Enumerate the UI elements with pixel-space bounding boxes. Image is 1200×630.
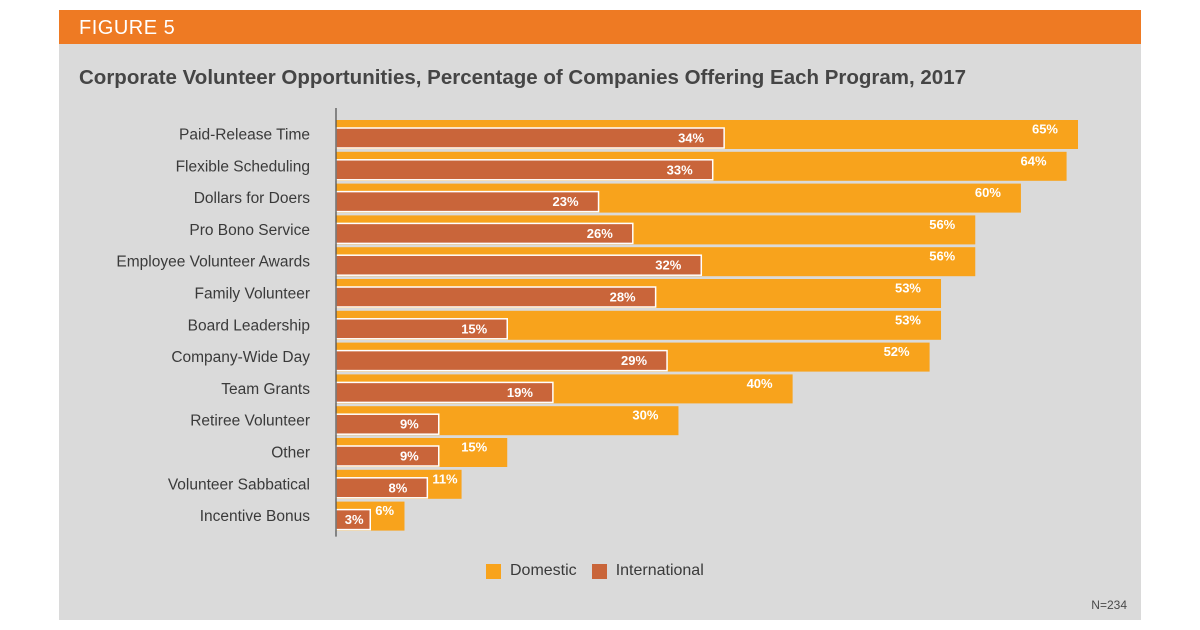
legend-item-international: International [591, 562, 704, 580]
value-label-international-flexible-scheduling: 33% [667, 162, 693, 177]
category-label-team-grants: Team Grants [221, 381, 310, 398]
chart-legend: Domestic International [486, 560, 709, 582]
bar-chart: Paid-Release Time 65% 34% Flexible Scheduli… [116, 108, 1078, 537]
value-label-international-dollars-for-doers: 23% [553, 194, 579, 209]
value-label-international-other: 9% [400, 449, 419, 464]
category-label-volunteer-sabbatical: Volunteer Sabbatical [168, 476, 310, 493]
value-label-domestic-retiree-volunteer: 30% [632, 408, 658, 423]
value-label-domestic-company-wide-day: 52% [884, 344, 910, 359]
figure-label: FIGURE 5 [79, 17, 176, 39]
bar-international-flexible-scheduling [335, 159, 714, 181]
bar-international-family-volunteer [335, 286, 657, 308]
sample-size-note: N=234 [1091, 598, 1127, 612]
value-label-domestic-incentive-bonus: 6% [375, 503, 394, 518]
category-label-other: Other [271, 445, 310, 462]
value-label-international-pro-bono-service: 26% [587, 226, 613, 241]
value-label-domestic-board-leadership: 53% [895, 312, 921, 327]
bar-international-volunteer-sabbatical [335, 477, 429, 499]
value-label-international-company-wide-day: 29% [621, 353, 647, 368]
value-label-domestic-pro-bono-service: 56% [929, 217, 955, 232]
bar-international-employee-volunteer-awards [335, 254, 703, 276]
legend-swatch-domestic [486, 563, 501, 579]
category-label-paid-release-time: Paid-Release Time [179, 127, 310, 144]
value-label-domestic-paid-release-time: 65% [1032, 122, 1058, 137]
figure-panel: FIGURE 5 Corporate Volunteer Opportuniti… [59, 10, 1141, 620]
value-label-domestic-other: 15% [461, 440, 487, 455]
category-label-flexible-scheduling: Flexible Scheduling [176, 158, 310, 175]
value-label-domestic-family-volunteer: 53% [895, 281, 921, 296]
value-label-international-volunteer-sabbatical: 8% [389, 480, 408, 495]
value-label-international-paid-release-time: 34% [678, 131, 704, 146]
legend-item-domestic: Domestic [486, 562, 577, 580]
bar-international-other [335, 445, 440, 467]
category-label-retiree-volunteer: Retiree Volunteer [190, 413, 310, 430]
figure-banner: FIGURE 5 [59, 10, 1141, 44]
value-label-domestic-employee-volunteer-awards: 56% [929, 249, 955, 264]
category-label-company-wide-day: Company-Wide Day [171, 349, 310, 366]
chart-title: Corporate Volunteer Opportunities, Perce… [79, 66, 967, 89]
category-label-board-leadership: Board Leadership [188, 317, 310, 334]
category-label-pro-bono-service: Pro Bono Service [189, 222, 310, 239]
category-label-dollars-for-doers: Dollars for Doers [194, 190, 311, 207]
value-label-international-board-leadership: 15% [461, 321, 487, 336]
legend-label-domestic: Domestic [510, 562, 577, 579]
category-label-family-volunteer: Family Volunteer [195, 286, 310, 303]
value-label-international-employee-volunteer-awards: 32% [655, 258, 681, 273]
category-label-employee-volunteer-awards: Employee Volunteer Awards [116, 254, 310, 271]
legend-label-international: International [615, 562, 704, 579]
bar-international-company-wide-day [335, 349, 668, 372]
value-label-international-family-volunteer: 28% [610, 290, 636, 305]
value-label-domestic-dollars-for-doers: 60% [975, 185, 1001, 200]
value-label-domestic-volunteer-sabbatical: 11% [432, 471, 458, 486]
value-label-international-team-grants: 19% [507, 385, 533, 400]
value-label-international-retiree-volunteer: 9% [400, 417, 419, 432]
legend-swatch-international [591, 563, 607, 579]
value-label-international-incentive-bonus: 3% [345, 512, 364, 527]
value-label-domestic-team-grants: 40% [747, 376, 773, 391]
value-label-domestic-flexible-scheduling: 64% [1021, 153, 1047, 168]
category-label-incentive-bonus: Incentive Bonus [200, 508, 311, 525]
bar-international-paid-release-time [335, 127, 725, 149]
bar-international-retiree-volunteer [335, 413, 440, 435]
